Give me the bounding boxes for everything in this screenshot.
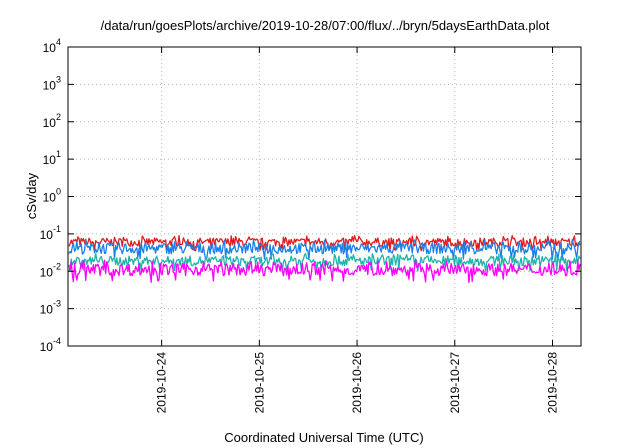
series-line	[68, 239, 581, 261]
y-tick-label: 102	[43, 112, 61, 130]
y-tick-label: 103	[43, 74, 61, 92]
y-tick-label: 10-2	[40, 261, 61, 279]
x-tick-label: 2019-10-24	[155, 352, 169, 414]
x-tick-label: 2019-10-27	[448, 352, 462, 414]
x-axis-label: Coordinated Universal Time (UTC)	[224, 430, 423, 445]
series-line	[68, 259, 581, 284]
series-group	[68, 234, 581, 284]
x-tick-label: 2019-10-28	[546, 352, 560, 414]
y-tick-label: 100	[43, 187, 61, 205]
y-tick-label: 10-1	[40, 224, 61, 242]
x-tick-label: 2019-10-26	[350, 352, 364, 414]
x-tick-label: 2019-10-25	[252, 352, 266, 414]
y-tick-label: 101	[43, 149, 61, 167]
grid	[68, 47, 581, 346]
y-axis-label: cSv/day	[24, 172, 39, 219]
y-axis: 10-4 10-3 10-2 10-1 100 101 102 103 104	[40, 37, 581, 354]
y-tick-label: 10-3	[40, 299, 61, 317]
x-axis: 2019-10-24 2019-10-25 2019-10-26 2019-10-27…	[155, 47, 560, 413]
y-tick-label: 104	[43, 37, 61, 55]
series-line	[68, 252, 581, 272]
y-tick-label: 10-4	[40, 336, 61, 354]
chart-title: /data/run/goesPlots/archive/2019-10-28/0…	[101, 18, 550, 33]
